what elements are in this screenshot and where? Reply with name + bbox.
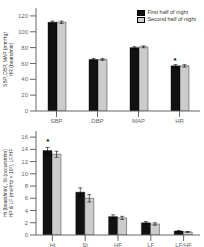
svg-text:*: * [46,137,50,146]
svg-text:100: 100 [18,29,29,35]
svg-text:0: 0 [25,108,29,114]
svg-text:St: St [82,242,88,247]
svg-text:120: 120 [18,13,29,19]
svg-text:SBP: SBP [50,118,62,123]
svg-text:80: 80 [21,45,28,51]
svg-text:Ht (beats/min), St (occurs/min: Ht (beats/min), St (occurs/min)HP & LF (… [8,149,14,218]
html-text:First half of night: First half of night [147,9,188,15]
svg-text:MAP: MAP [132,118,145,123]
svg-text:8: 8 [25,183,29,189]
svg-text:LF/HF: LF/HF [175,242,192,247]
svg-text:DBP: DBP [91,118,103,123]
svg-text:12: 12 [21,159,28,165]
svg-text:60: 60 [21,61,28,67]
svg-text:10: 10 [21,171,28,177]
svg-text:Ht: Ht [49,242,55,247]
svg-text:6: 6 [25,195,29,201]
svg-text:HR: HR [175,118,184,123]
svg-text:2: 2 [25,220,29,226]
svg-text:20: 20 [21,92,28,98]
svg-text:0: 0 [25,232,29,238]
svg-text:14: 14 [21,146,28,152]
svg-text:LF: LF [147,242,154,247]
svg-text:4: 4 [25,208,29,214]
svg-text:*: * [173,56,177,65]
svg-text:SBP, DBP, MAP (mmHg)HR (beats/: SBP, DBP, MAP (mmHg)HR (beats/min) [8,32,14,87]
svg-text:16: 16 [21,134,28,140]
html-text:Second half of night: Second half of night [147,16,196,22]
svg-text:HF: HF [114,242,122,247]
svg-text:40: 40 [21,76,28,82]
